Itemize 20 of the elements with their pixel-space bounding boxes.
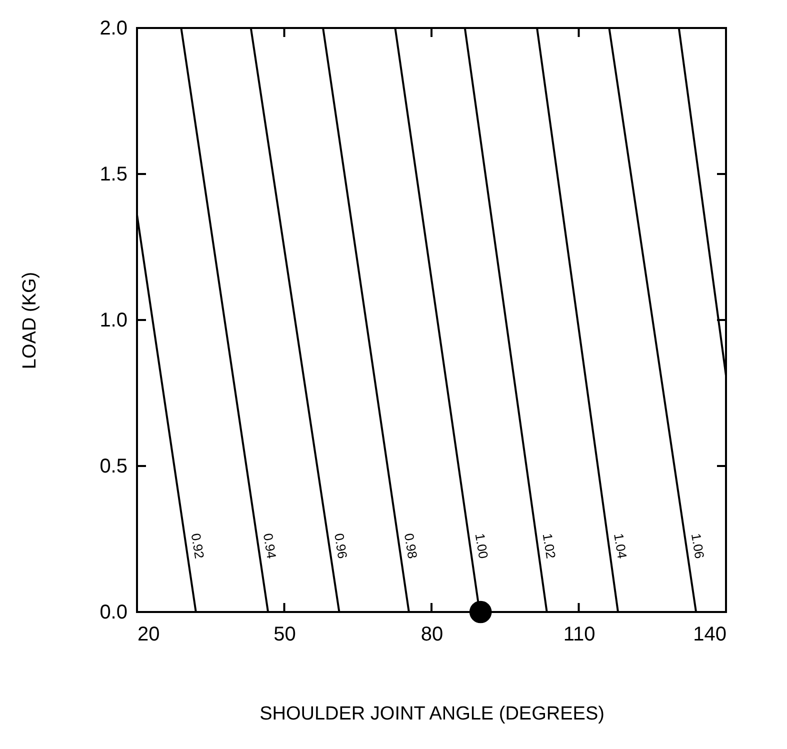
text: 1.02 — [540, 532, 559, 560]
x-tick-label: 50 — [274, 624, 296, 646]
text: 1.06 — [688, 532, 708, 560]
text: 0.94 — [260, 532, 280, 560]
text: 1.04 — [611, 532, 630, 560]
y-tick-label: 0.0 — [100, 602, 128, 624]
y-tick-label: 1.0 — [100, 310, 128, 332]
text: 0.96 — [331, 532, 350, 560]
y-tick-label: 0.5 — [100, 456, 128, 478]
y-tick-label: 2.0 — [100, 18, 128, 40]
x-tick-label: 140 — [693, 624, 726, 646]
x-tick-label: 110 — [563, 624, 596, 646]
y-axis-title: LOAD (KG) — [20, 272, 41, 370]
x-tick-label: 20 — [138, 624, 160, 646]
text: 1.00 — [472, 532, 492, 560]
text: 0.92 — [188, 532, 208, 560]
text: 0.98 — [401, 532, 420, 560]
y-tick-label: 1.5 — [100, 164, 128, 186]
x-axis-title: SHOULDER JOINT ANGLE (DEGREES) — [260, 704, 604, 724]
x-tick-label: 80 — [420, 624, 444, 646]
